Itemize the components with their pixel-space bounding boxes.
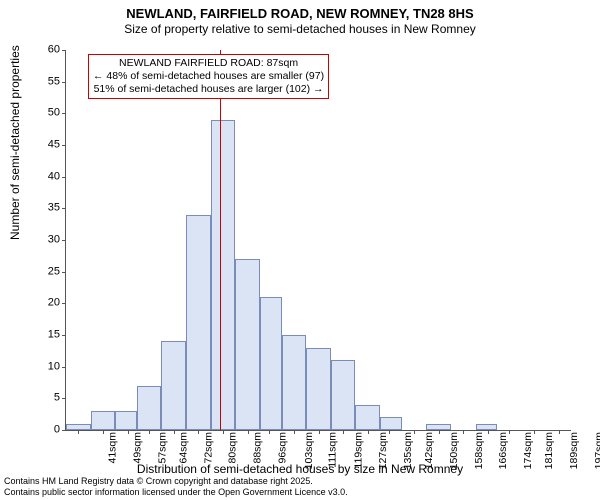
x-tick-label: 96sqm <box>271 432 288 464</box>
histogram-bar <box>331 360 356 430</box>
histogram-bar <box>282 335 307 430</box>
x-tick-mark <box>414 430 415 434</box>
x-tick-mark <box>368 430 369 434</box>
x-tick-mark <box>488 430 489 434</box>
x-tick-label: 88sqm <box>246 432 263 464</box>
x-tick-label: 72sqm <box>197 432 214 464</box>
x-tick-mark <box>319 430 320 434</box>
y-tick-mark <box>62 113 66 114</box>
x-tick-mark <box>509 430 510 434</box>
footer-attribution: Contains HM Land Registry data © Crown c… <box>4 476 348 498</box>
chart-title-block: NEWLAND, FAIRFIELD ROAD, NEW ROMNEY, TN2… <box>0 0 600 36</box>
chart-plot-area: NEWLAND FAIRFIELD ROAD: 87sqm ← 48% of s… <box>65 50 571 431</box>
annotation-line3: 51% of semi-detached houses are larger (… <box>93 83 324 96</box>
y-tick-mark <box>62 367 66 368</box>
y-tick-mark <box>62 430 66 431</box>
y-tick-mark <box>62 335 66 336</box>
x-tick-mark <box>198 430 199 434</box>
histogram-bar <box>235 259 260 430</box>
x-tick-mark <box>103 430 104 434</box>
histogram-bar <box>137 386 162 430</box>
y-tick-mark <box>62 145 66 146</box>
y-tick-mark <box>62 177 66 178</box>
x-tick-mark <box>389 430 390 434</box>
histogram-bar <box>355 405 380 430</box>
y-axis-label: Number of semi-detached properties <box>8 45 22 240</box>
x-tick-mark <box>174 430 175 434</box>
histogram-bar <box>161 341 186 430</box>
annotation-box: NEWLAND FAIRFIELD ROAD: 87sqm ← 48% of s… <box>88 54 329 99</box>
x-tick-label: 49sqm <box>126 432 143 464</box>
x-tick-label: 80sqm <box>222 432 239 464</box>
y-tick-mark <box>62 272 66 273</box>
x-tick-label: 64sqm <box>172 432 189 464</box>
x-tick-label: 57sqm <box>151 432 168 464</box>
x-tick-mark <box>269 430 270 434</box>
x-tick-mark <box>463 430 464 434</box>
x-tick-mark <box>223 430 224 434</box>
chart-subtitle: Size of property relative to semi-detach… <box>0 22 600 36</box>
x-tick-mark <box>559 430 560 434</box>
histogram-bar <box>91 411 116 430</box>
histogram-bar <box>260 297 282 430</box>
histogram-bar <box>186 215 211 430</box>
x-tick-mark <box>439 430 440 434</box>
x-tick-mark <box>248 430 249 434</box>
footer-line2: Contains public sector information licen… <box>4 487 348 498</box>
x-axis-label: Distribution of semi-detached houses by … <box>0 462 600 476</box>
y-tick-mark <box>62 82 66 83</box>
histogram-bar <box>211 120 236 430</box>
footer-line1: Contains HM Land Registry data © Crown c… <box>4 476 348 487</box>
x-tick-mark <box>128 430 129 434</box>
y-tick-mark <box>62 50 66 51</box>
x-tick-mark <box>343 430 344 434</box>
annotation-line1: NEWLAND FAIRFIELD ROAD: 87sqm <box>93 57 324 70</box>
y-tick-mark <box>62 208 66 209</box>
histogram-bars <box>66 50 571 430</box>
y-tick-mark <box>62 303 66 304</box>
x-tick-mark <box>149 430 150 434</box>
x-tick-mark <box>78 430 79 434</box>
property-marker-line <box>220 50 222 430</box>
y-tick-mark <box>62 240 66 241</box>
x-tick-mark <box>294 430 295 434</box>
annotation-line2: ← 48% of semi-detached houses are smalle… <box>93 70 324 83</box>
x-tick-label: 41sqm <box>102 432 119 464</box>
chart-title: NEWLAND, FAIRFIELD ROAD, NEW ROMNEY, TN2… <box>0 6 600 22</box>
y-tick-mark <box>62 398 66 399</box>
histogram-bar <box>380 417 402 430</box>
histogram-bar <box>306 348 331 430</box>
histogram-bar <box>115 411 137 430</box>
histogram-bar <box>476 424 498 430</box>
x-tick-mark <box>534 430 535 434</box>
